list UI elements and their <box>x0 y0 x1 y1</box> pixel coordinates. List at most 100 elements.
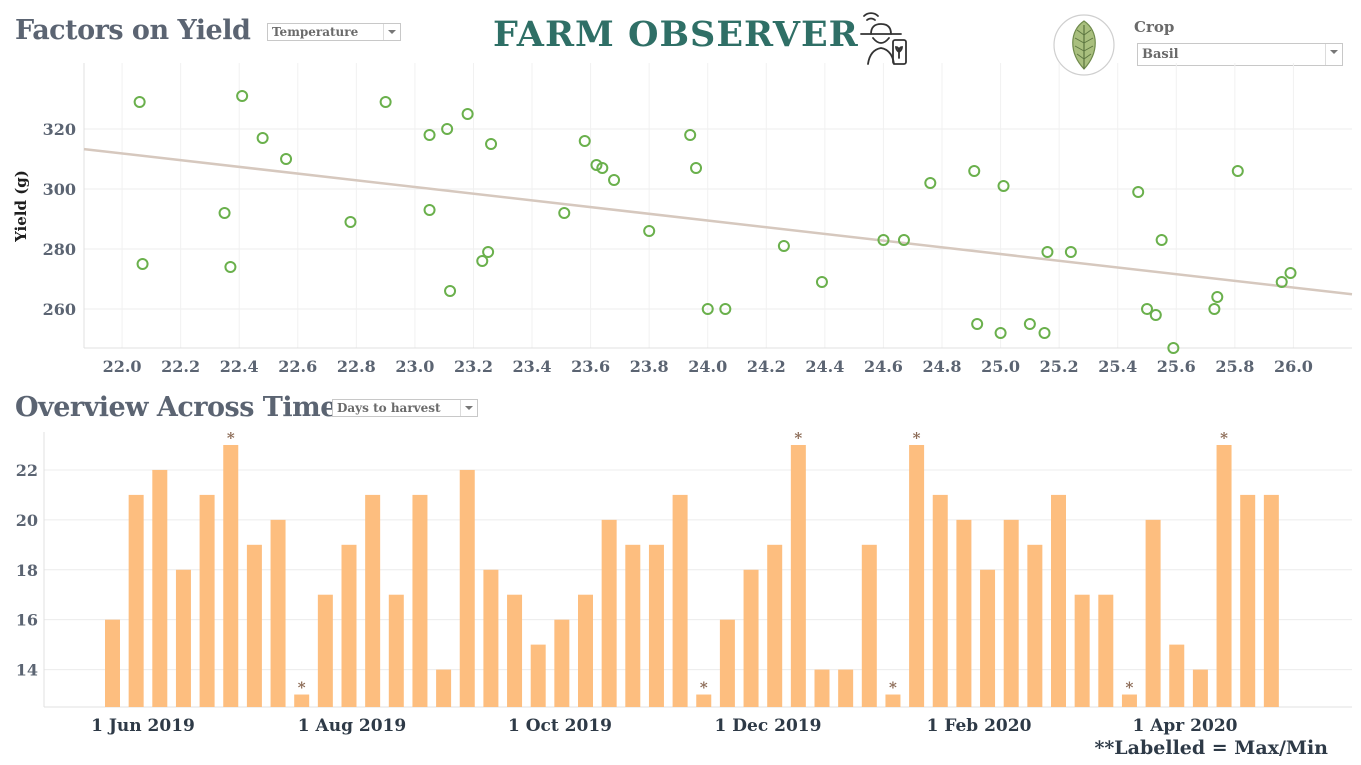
bar[interactable] <box>861 544 877 707</box>
scatter-point[interactable] <box>1132 186 1145 198</box>
bar[interactable] <box>459 469 475 707</box>
measure-dropdown[interactable]: Days to harvest <box>332 399 478 417</box>
bar[interactable] <box>199 494 215 707</box>
scatter-point[interactable] <box>971 318 984 330</box>
scatter-point[interactable] <box>1149 309 1162 321</box>
scatter-point[interactable] <box>1167 342 1180 354</box>
bar[interactable] <box>105 619 120 707</box>
bar[interactable] <box>838 669 854 707</box>
bar[interactable] <box>1003 519 1019 707</box>
bar[interactable] <box>1240 494 1256 707</box>
scatter-point[interactable] <box>684 129 697 141</box>
bar[interactable] <box>246 544 262 707</box>
bar[interactable] <box>1145 519 1161 707</box>
bar[interactable] <box>767 544 783 707</box>
bar[interactable] <box>743 569 759 707</box>
bar[interactable] <box>980 569 996 707</box>
bar[interactable] <box>719 619 735 707</box>
bar[interactable] <box>956 519 972 707</box>
bar[interactable] <box>554 619 570 707</box>
scatter-point[interactable] <box>444 285 457 297</box>
scatter-point[interactable] <box>997 180 1010 192</box>
bar[interactable] <box>1051 494 1066 707</box>
scatter-point[interactable] <box>476 255 489 267</box>
scatter-point[interactable] <box>482 246 495 258</box>
scatter-point[interactable] <box>877 234 890 246</box>
bar[interactable] <box>1216 444 1232 707</box>
scatter-point[interactable] <box>218 207 231 219</box>
scatter-point[interactable] <box>1284 267 1297 279</box>
scatter-point[interactable] <box>280 153 293 165</box>
scatter-point[interactable] <box>968 165 981 177</box>
scatter-point[interactable] <box>994 327 1007 339</box>
scatter-point[interactable] <box>558 207 571 219</box>
scatter-point[interactable] <box>1141 303 1154 315</box>
scatter-point[interactable] <box>719 303 732 315</box>
scatter-point[interactable] <box>236 90 249 102</box>
scatter-point[interactable] <box>897 234 910 246</box>
bar[interactable] <box>128 494 144 707</box>
bar[interactable] <box>1121 694 1137 707</box>
factor-dropdown[interactable]: Temperature <box>267 23 401 41</box>
bar[interactable] <box>436 669 452 707</box>
scatter-point[interactable] <box>1208 303 1221 315</box>
scatter-point[interactable] <box>1231 165 1244 177</box>
scatter-point[interactable] <box>423 204 436 216</box>
scatter-point[interactable] <box>815 276 828 288</box>
bar[interactable] <box>223 444 239 707</box>
scatter-point[interactable] <box>1155 234 1168 246</box>
scatter-point[interactable] <box>461 108 474 120</box>
bar[interactable] <box>696 694 712 707</box>
scatter-point[interactable] <box>1041 246 1054 258</box>
scatter-point[interactable] <box>133 96 146 108</box>
scatter-point[interactable] <box>590 159 603 171</box>
bar[interactable] <box>317 594 333 707</box>
bar[interactable] <box>672 494 688 707</box>
scatter-point[interactable] <box>136 258 149 270</box>
bar[interactable] <box>530 644 546 707</box>
bar[interactable] <box>790 444 806 707</box>
bar[interactable] <box>341 544 357 707</box>
scatter-point[interactable] <box>1038 327 1051 339</box>
scatter-point[interactable] <box>256 132 269 144</box>
scatter-point[interactable] <box>701 303 714 315</box>
bar[interactable] <box>1169 644 1185 707</box>
scatter-point[interactable] <box>643 225 656 237</box>
scatter-point[interactable] <box>924 177 937 189</box>
bar[interactable] <box>1074 594 1090 707</box>
bar[interactable] <box>365 494 381 707</box>
scatter-point[interactable] <box>485 138 498 150</box>
bar[interactable] <box>625 544 641 707</box>
bar[interactable] <box>1263 494 1279 707</box>
scatter-point[interactable] <box>1064 246 1077 258</box>
scatter-point[interactable] <box>608 174 621 186</box>
scatter-point[interactable] <box>1275 276 1288 288</box>
scatter-point[interactable] <box>1211 291 1224 303</box>
scatter-point[interactable] <box>423 129 436 141</box>
bar[interactable] <box>175 569 191 707</box>
bar[interactable] <box>932 494 948 707</box>
scatter-point[interactable] <box>777 240 790 252</box>
scatter-point[interactable] <box>596 162 609 174</box>
bar[interactable] <box>1027 544 1043 707</box>
scatter-point[interactable] <box>441 123 454 135</box>
bar[interactable] <box>1192 669 1208 707</box>
bar[interactable] <box>648 544 664 707</box>
bar[interactable] <box>578 594 593 707</box>
bar[interactable] <box>885 694 901 707</box>
bar[interactable] <box>388 594 404 707</box>
bar[interactable] <box>1098 594 1114 707</box>
scatter-point[interactable] <box>224 261 237 273</box>
bar[interactable] <box>270 519 286 707</box>
bar[interactable] <box>814 669 830 707</box>
scatter-point[interactable] <box>344 216 357 228</box>
scatter-point[interactable] <box>1023 318 1036 330</box>
scatter-point[interactable] <box>379 96 392 108</box>
bar[interactable] <box>294 694 310 707</box>
bar[interactable] <box>507 594 523 707</box>
bar[interactable] <box>412 494 428 707</box>
crop-dropdown[interactable]: Basil <box>1137 43 1343 66</box>
bar[interactable] <box>909 444 925 707</box>
scatter-point[interactable] <box>578 135 591 147</box>
bar[interactable] <box>483 569 499 707</box>
